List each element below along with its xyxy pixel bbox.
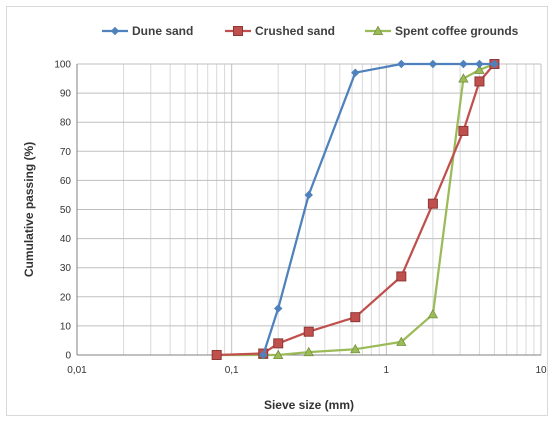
data-point <box>474 64 485 74</box>
legend-item-dune-sand: Dune sand <box>102 24 193 38</box>
legend-label: Dune sand <box>132 24 193 38</box>
y-tick-label: 30 <box>60 263 72 274</box>
legend-item-spent-coffee-grounds: Spent coffee grounds <box>365 24 519 38</box>
data-point <box>458 73 469 83</box>
data-point <box>350 343 361 354</box>
x-tick-label: 0,1 <box>225 365 239 376</box>
data-point <box>396 336 407 346</box>
data-point <box>304 190 313 200</box>
data-point <box>274 304 283 313</box>
data-point <box>303 326 314 337</box>
y-tick-label: 60 <box>60 176 72 187</box>
x-axis-title: Sieve size (mm) <box>264 398 354 412</box>
series-crushed-sand <box>211 59 500 360</box>
data-point <box>351 68 360 77</box>
data-point <box>459 59 468 69</box>
data-point <box>458 125 469 136</box>
legend-marker <box>372 25 384 36</box>
data-point <box>259 350 268 360</box>
y-tick-label: 70 <box>60 147 72 158</box>
axes: 0 10 20 30 40 50 60 70 80 90 100 0,01 0,1 1 10 <box>54 60 547 377</box>
data-point <box>427 308 439 319</box>
legend: Dune sand Crushed sand Spent coffee ground… <box>102 24 519 38</box>
data-point <box>397 59 406 69</box>
y-tick-label: 20 <box>60 292 72 303</box>
series-group <box>211 58 500 360</box>
legend-marker <box>110 26 120 36</box>
grain-size-chart: 0 10 20 30 40 50 60 70 80 90 100 0,01 0,1 1 10 Dune sa… <box>22 24 547 412</box>
data-point <box>350 312 361 323</box>
legend-marker <box>233 26 243 36</box>
data-point <box>273 349 284 360</box>
series-dune-sand <box>259 59 499 360</box>
y-tick-label: 80 <box>60 118 72 129</box>
y-tick-label: 50 <box>60 205 72 216</box>
series-line <box>216 62 495 357</box>
legend-item-crushed-sand: Crushed sand <box>225 24 335 38</box>
data-point <box>474 76 485 87</box>
y-tick-label: 40 <box>60 234 72 245</box>
data-point <box>428 59 438 69</box>
x-tick-label: 10 <box>535 365 547 376</box>
x-tick-label: 0,01 <box>67 365 87 376</box>
data-point <box>303 346 314 357</box>
x-tick-label: 1 <box>384 365 390 376</box>
data-point <box>396 271 407 282</box>
y-tick-label: 0 <box>65 351 71 362</box>
legend-label: Spent coffee grounds <box>395 24 519 38</box>
y-tick-label: 90 <box>60 89 72 100</box>
y-tick-label: 10 <box>60 321 72 332</box>
data-point <box>475 59 484 69</box>
chart-container: 0 10 20 30 40 50 60 70 80 90 100 0,01 0,1 1 10 Dune sa… <box>6 6 548 416</box>
data-point <box>427 198 438 209</box>
y-tick-label: 100 <box>54 60 71 71</box>
data-point <box>211 350 222 360</box>
y-axis-title: Cumulative passing (%) <box>22 142 36 277</box>
series-line <box>216 63 496 357</box>
data-point <box>490 59 499 69</box>
legend-label: Crushed sand <box>255 24 335 38</box>
data-point <box>273 338 284 349</box>
